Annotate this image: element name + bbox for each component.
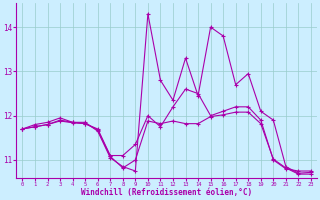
X-axis label: Windchill (Refroidissement éolien,°C): Windchill (Refroidissement éolien,°C) xyxy=(81,188,252,197)
